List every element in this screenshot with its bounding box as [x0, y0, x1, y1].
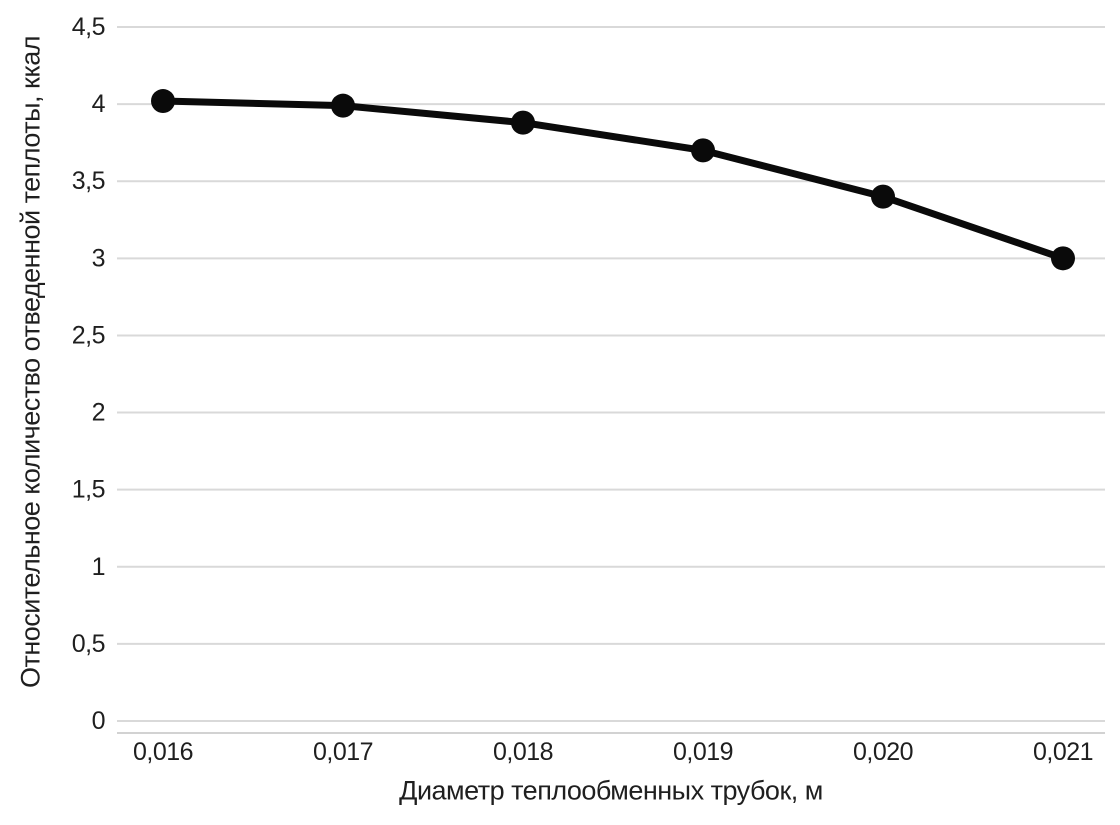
data-point-marker: [1051, 246, 1075, 271]
y-tick-label: 4: [92, 90, 106, 118]
y-tick-label: 3,5: [72, 167, 105, 195]
y-tick-label: 0: [92, 707, 105, 735]
x-axis-title: Диаметр теплообменных трубок, м: [399, 775, 823, 806]
y-tick-label: 3: [92, 244, 105, 272]
y-tick-label: 2: [92, 399, 105, 427]
data-point-marker: [331, 93, 355, 118]
y-axis-title: Относительное количество отведенной тепл…: [15, 35, 46, 689]
x-tick-label: 0,016: [133, 738, 193, 766]
x-tick-label: 0,021: [1033, 738, 1093, 766]
y-tick-label: 4,5: [72, 13, 105, 41]
data-series-line: [159, 97, 1067, 262]
y-tick-label: 1: [92, 553, 105, 581]
y-tick-label: 0,5: [72, 630, 105, 658]
data-point-marker: [691, 138, 715, 163]
y-tick-label: 1,5: [72, 476, 105, 504]
data-point-marker: [151, 89, 175, 114]
x-tick-label: 0,018: [493, 738, 553, 766]
x-tick-label: 0,020: [853, 738, 913, 766]
x-tick-label: 0,019: [673, 738, 733, 766]
data-point-marker: [871, 184, 895, 209]
y-tick-label: 2,5: [72, 321, 105, 349]
x-tick-label: 0,017: [313, 738, 373, 766]
data-point-marker: [511, 110, 535, 135]
